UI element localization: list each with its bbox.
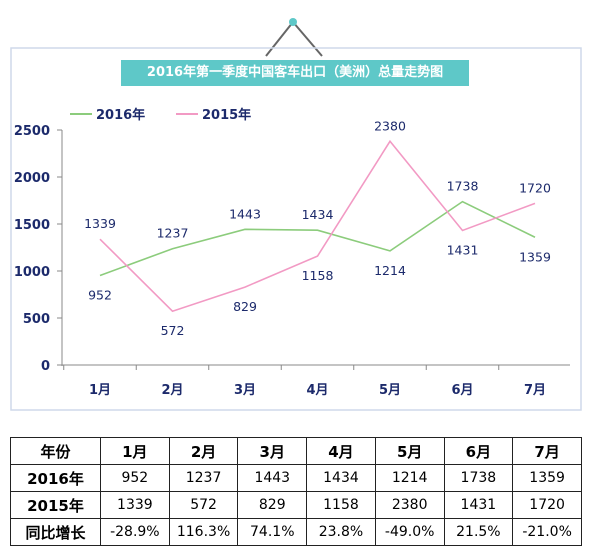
table-header-cell: 年份 <box>10 437 101 465</box>
y-tick-label: 0 <box>41 359 50 374</box>
table-row-label: 2015年 <box>10 491 101 519</box>
line-chart: 0 500 1000 1500 2000 2500 1月 2月 3月 4月 5月 6月 7月 952 1… <box>10 18 582 411</box>
data-label: 952 <box>88 288 112 303</box>
chart-title: 2016年第一季度中国客车出口（美洲）总量走势图 <box>121 60 469 86</box>
data-label: 829 <box>233 299 257 314</box>
table-header-row: 年份 1月 2月 3月 4月 5月 6月 7月 <box>10 437 582 465</box>
data-label: 1158 <box>302 268 334 283</box>
data-label: 1359 <box>519 249 551 264</box>
legend-label: 2015年 <box>202 107 251 123</box>
y-tick-label: 500 <box>23 312 50 327</box>
x-tick-label: 3月 <box>234 383 256 398</box>
data-label: 1738 <box>447 179 479 194</box>
chart-frame <box>10 47 582 411</box>
data-label: 572 <box>161 323 185 338</box>
table-cell: 1738 <box>443 464 514 492</box>
hanger-line-right <box>292 21 323 57</box>
hanger-pin <box>289 18 297 26</box>
table-cell: 829 <box>237 491 308 519</box>
data-label: 1443 <box>229 206 261 221</box>
data-label: 1214 <box>374 263 406 278</box>
table-cell: 74.1% <box>237 518 308 546</box>
table-cell: 21.5% <box>443 518 514 546</box>
y-tick-label: 1500 <box>14 218 50 233</box>
y-tick-label: 1000 <box>14 265 50 280</box>
data-label: 1431 <box>447 242 479 257</box>
legend-label: 2016年 <box>96 107 145 123</box>
table-cell: 1214 <box>374 464 445 492</box>
x-tick-label: 2月 <box>161 383 183 398</box>
hanger-line-left <box>265 21 294 57</box>
data-label: 1237 <box>157 226 189 241</box>
table-cell: 1359 <box>512 464 582 492</box>
table-cell: 1158 <box>306 491 376 519</box>
table-cell: 1339 <box>100 491 170 519</box>
x-tick-label: 4月 <box>306 383 328 398</box>
table-row-label: 2016年 <box>10 464 101 492</box>
x-tick-label: 6月 <box>451 383 473 398</box>
x-tick-label: 1月 <box>89 383 111 398</box>
series-line-1 <box>99 139 536 313</box>
table-cell: -49.0% <box>374 518 445 546</box>
table-cell: 1237 <box>168 464 239 492</box>
data-label: 1339 <box>84 216 116 231</box>
table-row-label: 同比增长 <box>10 518 101 546</box>
table-header-cell: 5月 <box>374 437 445 465</box>
data-label: 1720 <box>519 180 551 195</box>
table-row: 同比增长 -28.9% 116.3% 74.1% 23.8% -49.0% 21.5% -21… <box>10 518 582 546</box>
x-tick-label: 7月 <box>524 383 546 398</box>
y-tick-label: 2000 <box>14 171 50 186</box>
table-cell: 2380 <box>374 491 445 519</box>
table-cell: 1434 <box>306 464 376 492</box>
table-header-cell: 3月 <box>237 437 308 465</box>
table-row: 2016年 952 1237 1443 1434 1214 1738 1359 <box>10 464 582 492</box>
table-row: 2015年 1339 572 829 1158 2380 1431 1720 <box>10 491 582 519</box>
data-label: 1434 <box>302 207 334 222</box>
table-header-cell: 1月 <box>100 437 170 465</box>
data-table: 年份 1月 2月 3月 4月 5月 6月 7月 2016年 952 1237 1443 1434 1214… <box>10 437 582 546</box>
series-line-0 <box>99 200 536 277</box>
table-cell: 952 <box>100 464 170 492</box>
table-cell: 1720 <box>512 491 582 519</box>
table-cell: -28.9% <box>100 518 170 546</box>
table-cell: 1443 <box>237 464 308 492</box>
table-header-cell: 4月 <box>306 437 376 465</box>
x-tick-label: 5月 <box>379 383 401 398</box>
data-label: 2380 <box>374 118 406 133</box>
table-cell: 1431 <box>443 491 514 519</box>
table-cell: -21.0% <box>512 518 582 546</box>
y-tick-label: 2500 <box>14 124 50 139</box>
table-cell: 572 <box>168 491 239 519</box>
table-header-cell: 6月 <box>443 437 514 465</box>
table-header-cell: 7月 <box>512 437 582 465</box>
table-cell: 23.8% <box>306 518 376 546</box>
table-cell: 116.3% <box>168 518 239 546</box>
table-header-cell: 2月 <box>168 437 239 465</box>
